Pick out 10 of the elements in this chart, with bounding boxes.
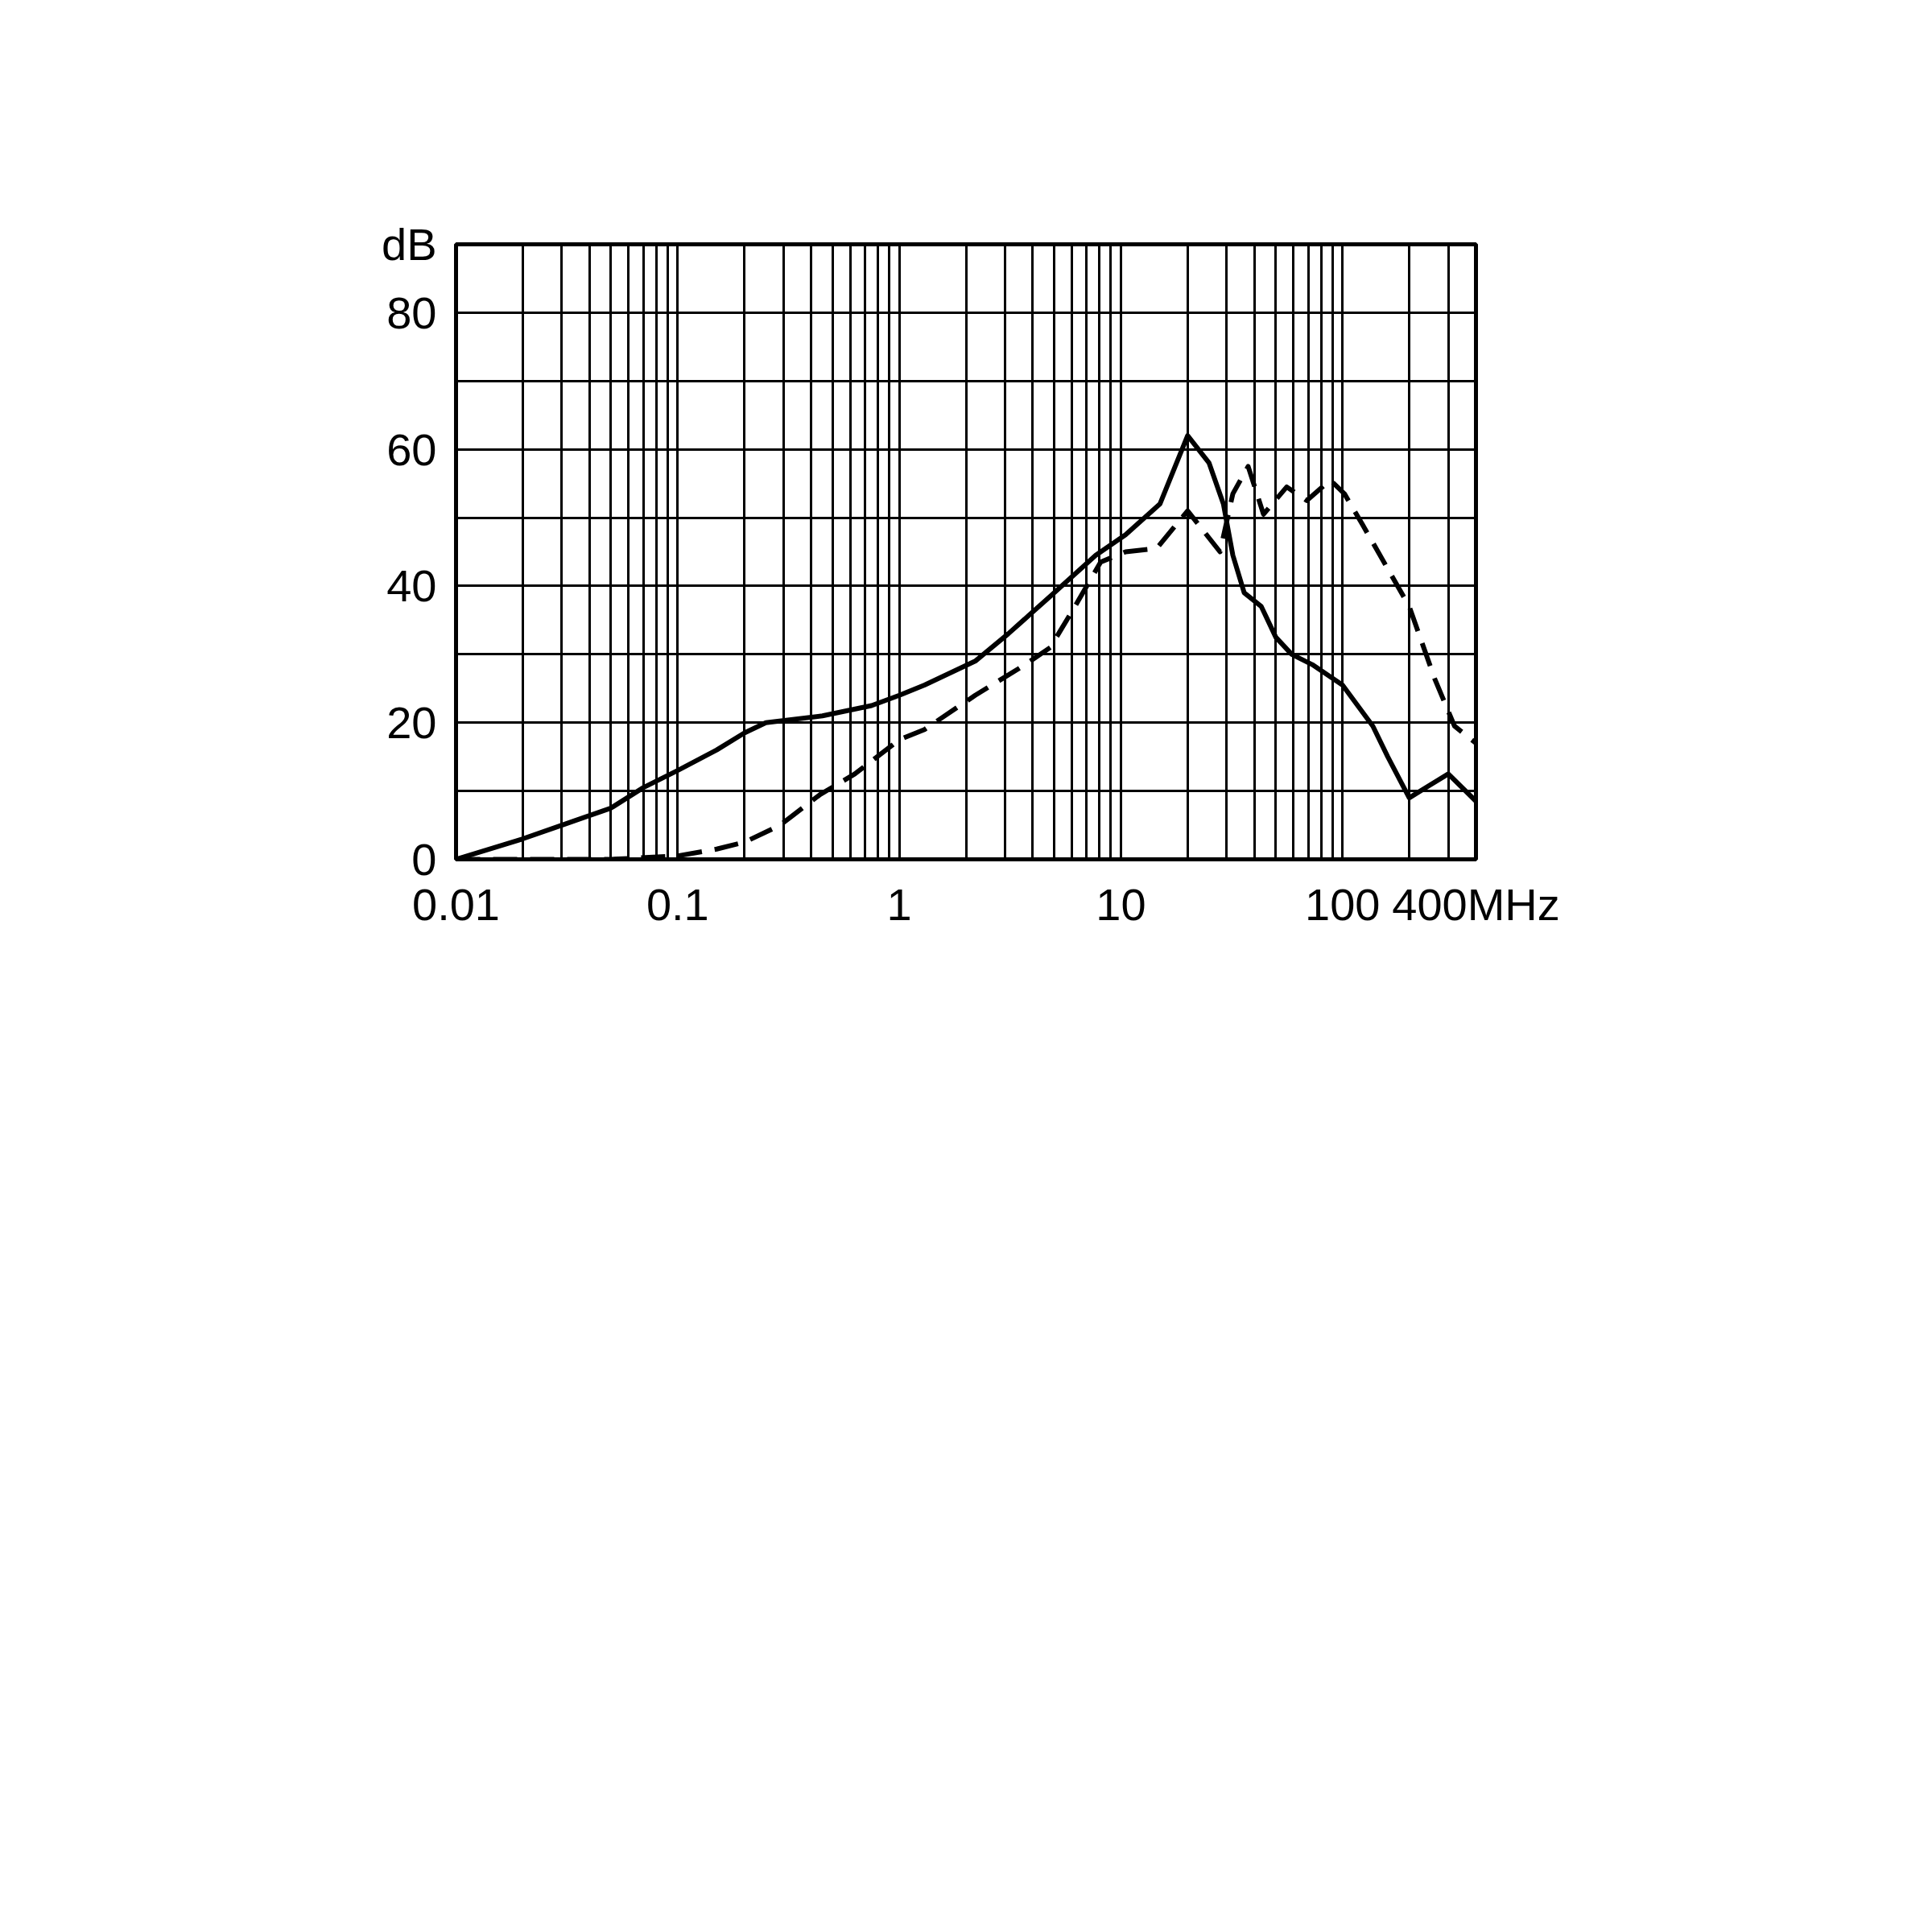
y-tick-label: 60 <box>386 423 437 475</box>
y-tick-label: 40 <box>386 560 437 612</box>
x-tick-label: 400MHz <box>1392 878 1560 930</box>
y-tick-label: 80 <box>386 287 437 338</box>
x-tick-label: 0.1 <box>646 878 709 930</box>
y-tick-label: dB <box>382 219 437 270</box>
x-tick-label: 1 <box>886 878 912 930</box>
y-tick-label: 20 <box>386 697 437 749</box>
x-tick-label: 10 <box>1096 878 1146 930</box>
x-tick-label: 100 <box>1305 878 1381 930</box>
